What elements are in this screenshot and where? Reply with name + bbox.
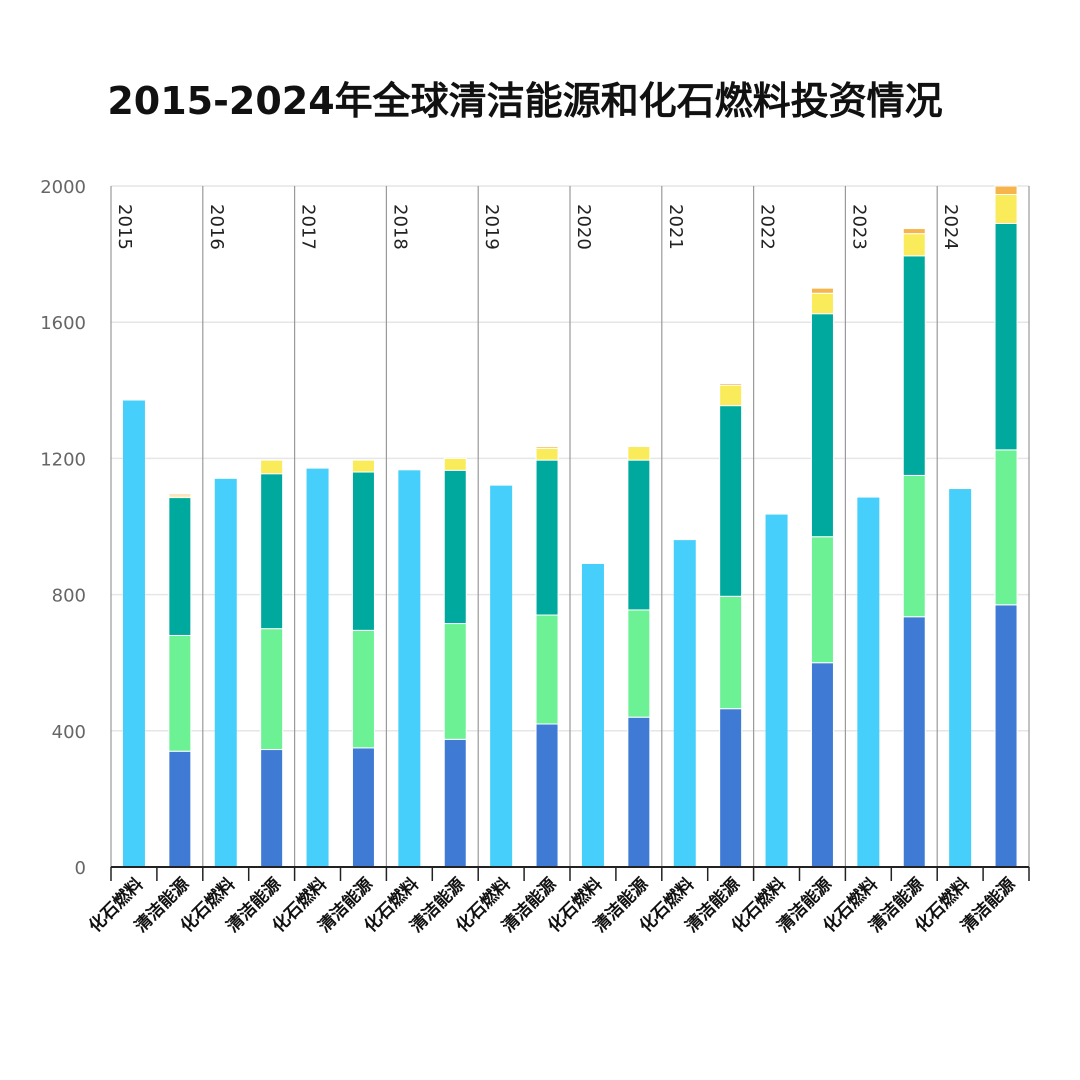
y-tick-label: 2000 — [40, 177, 86, 198]
fossil-bar — [490, 485, 513, 867]
clean-bar-segment — [902, 474, 926, 618]
y-tick-label: 1200 — [40, 449, 86, 470]
clean-bar-segment — [627, 716, 651, 868]
clean-bar-segment — [443, 469, 467, 625]
clean-bar-segment — [351, 459, 375, 473]
clean-bar-segment — [168, 634, 192, 752]
clean-bar-segment — [994, 222, 1018, 451]
year-separators — [110, 186, 1030, 867]
year-label: 2023 — [848, 204, 869, 250]
fossil-bar — [765, 514, 788, 867]
clean-bar-segment — [260, 749, 284, 868]
fossil-bar — [581, 563, 604, 867]
clean-bar-segment — [535, 459, 559, 616]
clean-bar-segment — [260, 459, 284, 475]
clean-bar-segment — [535, 445, 559, 449]
clean-bar-segment — [168, 750, 192, 868]
clean-bar-segment — [810, 287, 834, 294]
clean-bar-segment — [535, 447, 559, 461]
fossil-bar — [857, 497, 880, 867]
axes — [110, 866, 1030, 881]
year-label: 2018 — [389, 204, 410, 250]
chart-title: 2015-2024年全球清洁能源和化石燃料投资情况 — [107, 79, 943, 123]
clean-bar-segment — [719, 405, 743, 597]
clean-bar-segment — [627, 609, 651, 718]
year-label: 2017 — [298, 204, 319, 250]
fossil-bar — [214, 478, 237, 867]
clean-bar-segment — [994, 185, 1018, 196]
clean-bar-segment — [994, 449, 1018, 606]
clean-bar-segment — [627, 445, 651, 461]
clean-bar-segment — [902, 616, 926, 868]
year-label: 2019 — [481, 204, 502, 250]
y-tick-label: 1600 — [40, 313, 86, 334]
clean-bar-segment — [902, 255, 926, 476]
clean-bar-segment — [719, 595, 743, 710]
fossil-bar — [306, 468, 329, 867]
year-label: 2020 — [573, 204, 594, 250]
clean-bar-segment — [627, 459, 651, 611]
y-tick-label: 800 — [52, 586, 86, 607]
clean-bar-segment — [994, 194, 1018, 224]
y-tick-label: 0 — [75, 858, 86, 879]
clean-bar-segment — [351, 629, 375, 749]
year-label: 2022 — [757, 204, 778, 250]
clean-bar-segment — [535, 723, 559, 868]
year-label: 2016 — [206, 204, 227, 250]
year-label: 2021 — [665, 204, 686, 250]
clean-bar-segment — [719, 384, 743, 407]
clean-bar-segment — [810, 662, 834, 868]
year-label: 2024 — [940, 204, 961, 250]
clean-bar-segment — [260, 628, 284, 751]
clean-bar-segment — [719, 708, 743, 868]
clean-bar-segment — [260, 473, 284, 630]
fossil-bar — [673, 540, 696, 867]
clean-bar-segment — [168, 493, 192, 497]
bars — [122, 185, 1018, 868]
clean-bar-segment — [443, 623, 467, 740]
clean-bar-segment — [443, 738, 467, 868]
fossil-bar — [949, 489, 972, 867]
clean-bar-segment — [443, 457, 467, 471]
clean-bar-segment — [168, 497, 192, 636]
clean-bar-segment — [902, 228, 926, 235]
clean-bar-segment — [902, 233, 926, 257]
y-tick-label: 400 — [52, 722, 86, 743]
fossil-bar — [122, 400, 145, 867]
clean-bar-segment — [810, 292, 834, 315]
clean-bar-segment — [535, 614, 559, 725]
year-label: 2015 — [114, 204, 135, 250]
clean-bar-segment — [351, 471, 375, 631]
clean-bar-segment — [810, 313, 834, 538]
clean-bar-segment — [719, 382, 743, 386]
fossil-bar — [398, 470, 421, 867]
clean-bar-segment — [810, 536, 834, 664]
clean-bar-segment — [994, 604, 1018, 868]
clean-bar-segment — [351, 747, 375, 868]
